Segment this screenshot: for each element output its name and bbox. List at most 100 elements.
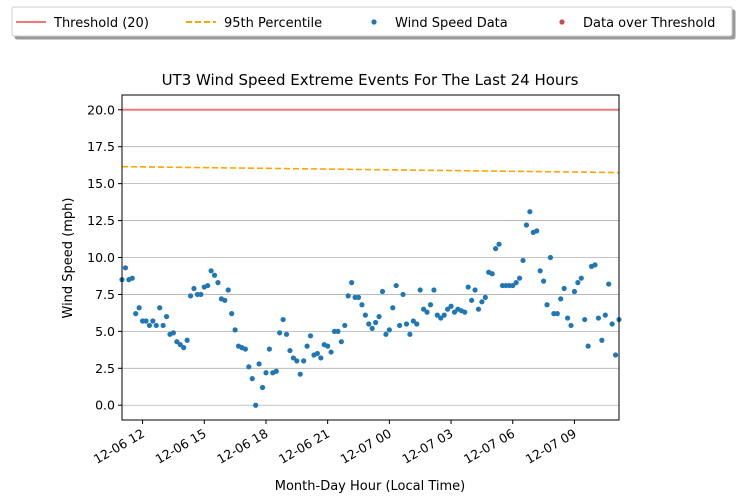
data-point (475, 306, 482, 312)
data-point (170, 330, 177, 336)
data-point (513, 280, 519, 286)
data-point (184, 337, 190, 343)
plot-frame (121, 94, 620, 421)
data-point (160, 322, 166, 329)
data-point (472, 287, 478, 293)
data-point (122, 265, 129, 271)
data-point (273, 368, 279, 374)
data-point (451, 309, 458, 315)
data-point (441, 312, 447, 318)
data-point (328, 349, 334, 355)
data-point (376, 313, 382, 320)
legend-label: 95th Percentile (224, 16, 322, 31)
data-point (242, 346, 248, 352)
data-point (537, 268, 543, 274)
data-point (280, 316, 286, 323)
data-point (215, 280, 221, 286)
data-point (294, 358, 300, 364)
x-tick-label: 12-07 06 (461, 426, 517, 467)
data-point (462, 309, 468, 315)
data-point (229, 311, 235, 317)
data-point (253, 402, 259, 408)
x-axis-label: Month-Day Hour (Local Time) (275, 479, 465, 494)
data-point (163, 313, 170, 320)
y-tick-label: 15.0 (87, 176, 115, 191)
y-tick-label: 0.0 (95, 398, 115, 413)
data-point (527, 209, 533, 215)
data-point (373, 319, 379, 326)
data-point (157, 305, 163, 311)
data-point (390, 305, 396, 311)
data-point (290, 355, 296, 361)
y-axis-label: Wind Speed (mph) (61, 198, 76, 319)
data-point (482, 294, 488, 300)
data-point (208, 268, 214, 274)
data-point (287, 347, 293, 354)
x-tick-label: 12-06 21 (276, 426, 332, 467)
data-point (493, 246, 499, 252)
data-point (534, 228, 540, 234)
data-point (427, 302, 434, 308)
data-point (424, 309, 430, 315)
y-tick-label: 2.5 (95, 361, 115, 376)
data-point (379, 288, 386, 295)
data-point (266, 346, 272, 352)
data-point (177, 342, 183, 348)
data-point (259, 384, 266, 391)
data-point (469, 297, 475, 303)
data-point (318, 355, 324, 361)
data-point (181, 345, 187, 351)
x-tick-label: 12-07 03 (399, 426, 455, 467)
data-point (225, 287, 231, 293)
data-point (301, 358, 307, 364)
data-point (582, 316, 588, 323)
data-point (558, 296, 564, 302)
data-point (386, 327, 392, 333)
data-point (520, 257, 526, 264)
data-point (246, 364, 252, 370)
data-point (417, 287, 423, 293)
data-point (523, 222, 530, 228)
data-point (540, 278, 547, 284)
data-point (407, 331, 413, 337)
data-point (564, 315, 571, 321)
data-point (283, 331, 290, 337)
data-point (211, 272, 218, 278)
data-point (609, 321, 615, 327)
data-point (232, 327, 238, 333)
data-point (578, 275, 584, 281)
y-tick-label: 5.0 (95, 324, 115, 339)
data-point (325, 343, 331, 349)
data-point (249, 376, 255, 382)
data-point (349, 280, 355, 286)
data-point (133, 311, 139, 317)
data-point (397, 322, 403, 329)
data-point (263, 370, 269, 376)
x-tick-label: 12-07 00 (338, 426, 394, 467)
data-point (174, 339, 180, 345)
data-point (554, 311, 560, 317)
data-point (277, 330, 283, 336)
data-point (479, 299, 485, 305)
y-tick-label: 17.5 (87, 139, 115, 154)
data-point (602, 312, 608, 318)
data-point (448, 303, 454, 309)
data-point (198, 291, 204, 298)
data-point (222, 297, 228, 303)
data-point (585, 343, 591, 349)
data-point (366, 321, 372, 327)
data-point (359, 302, 365, 308)
data-point (342, 322, 348, 329)
y-tick-label: 7.5 (95, 287, 115, 302)
data-point (561, 285, 567, 292)
data-point (612, 352, 619, 358)
legend-swatch (371, 19, 377, 25)
data-point (496, 241, 502, 247)
data-point (256, 361, 262, 367)
data-point (547, 254, 554, 261)
data-point (153, 322, 159, 329)
data-point (445, 306, 451, 312)
data-point (431, 287, 437, 293)
data-point (465, 284, 471, 290)
data-point (369, 325, 375, 332)
